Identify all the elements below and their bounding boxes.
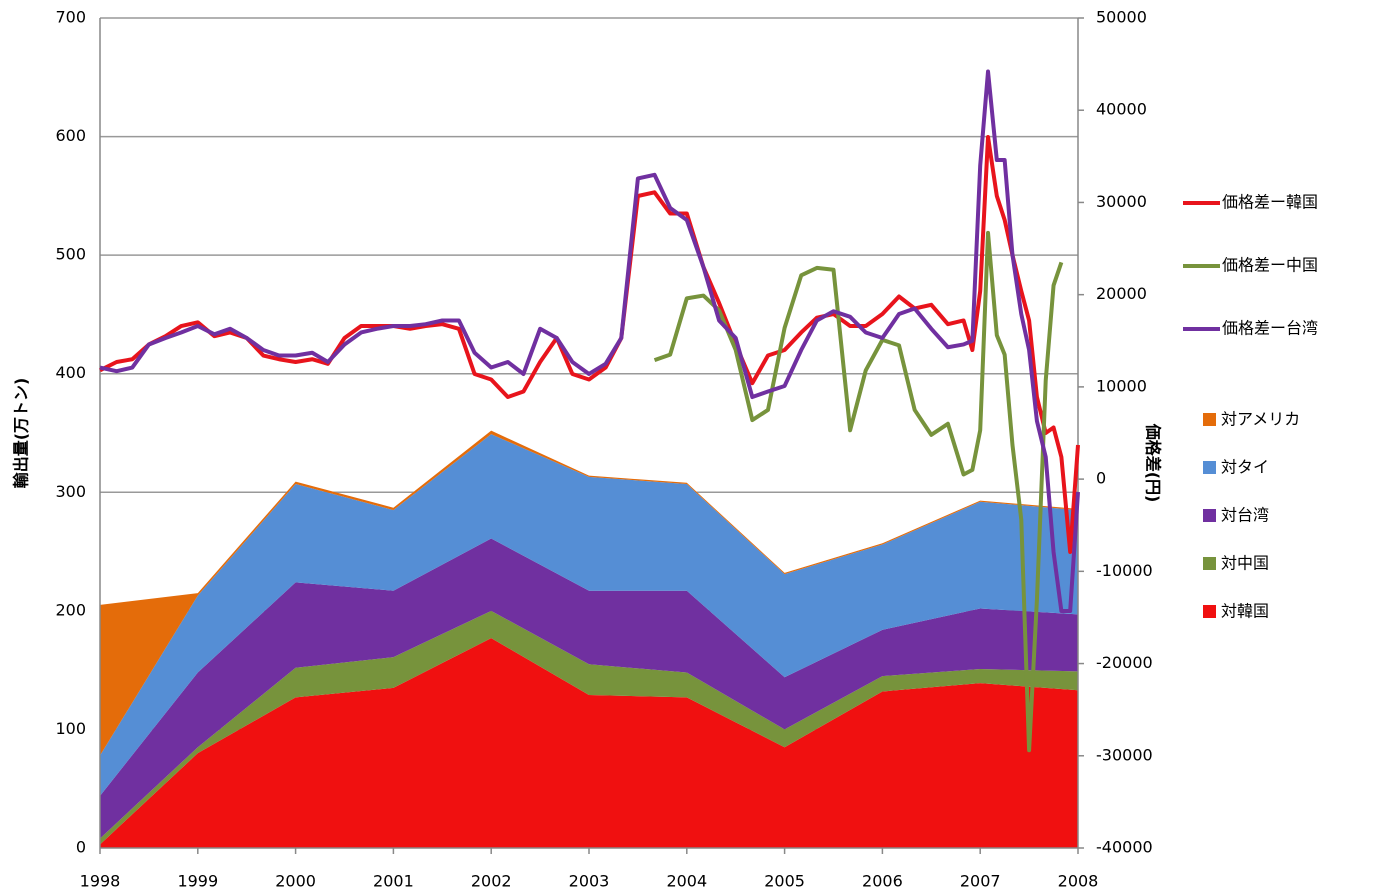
legend-swatch bbox=[1203, 605, 1216, 618]
x-tick-label: 2001 bbox=[373, 872, 414, 891]
y2-tick-label: -20000 bbox=[1096, 653, 1153, 672]
y2-tick-label: 10000 bbox=[1096, 376, 1147, 395]
legend-swatch bbox=[1203, 509, 1216, 522]
y-tick-label: 400 bbox=[55, 363, 86, 382]
legend-label: 価格差ー台湾 bbox=[1222, 319, 1318, 338]
legend-swatch bbox=[1203, 557, 1216, 570]
y-tick-label: 100 bbox=[55, 719, 86, 738]
line bbox=[653, 230, 1064, 753]
legend-label: 対台湾 bbox=[1221, 506, 1269, 525]
legend-label: 対タイ bbox=[1221, 458, 1269, 477]
y-tick-label: 500 bbox=[55, 245, 86, 264]
line bbox=[99, 134, 1080, 554]
x-tick-label: 2007 bbox=[960, 872, 1001, 891]
legend-swatch bbox=[1203, 461, 1216, 474]
y2-tick-label: 20000 bbox=[1096, 284, 1147, 303]
y2-tick-label: 40000 bbox=[1096, 100, 1147, 119]
y2-axis-label: 価格差(円) bbox=[1144, 423, 1163, 503]
legend-swatch bbox=[1203, 413, 1216, 426]
line bbox=[99, 69, 1080, 613]
x-tick-label: 2002 bbox=[471, 872, 512, 891]
y2-tick-label: -10000 bbox=[1096, 561, 1153, 580]
legend-label: 対中国 bbox=[1221, 554, 1269, 573]
x-tick-label: 1998 bbox=[80, 872, 121, 891]
x-tick-label: 2005 bbox=[764, 872, 805, 891]
y-axis-label: 輸出量(万トン) bbox=[12, 378, 31, 489]
area bbox=[100, 434, 1078, 796]
legend-label: 対韓国 bbox=[1221, 602, 1269, 621]
y2-tick-label: -40000 bbox=[1096, 838, 1153, 857]
x-tick-label: 2003 bbox=[569, 872, 610, 891]
area bbox=[100, 638, 1078, 848]
x-tick-label: 2004 bbox=[666, 872, 707, 891]
y-tick-label: 700 bbox=[55, 8, 86, 27]
y2-tick-label: 30000 bbox=[1096, 192, 1147, 211]
legend-label: 対アメリカ bbox=[1221, 410, 1300, 429]
y-tick-label: 200 bbox=[55, 600, 86, 619]
y-tick-label: 600 bbox=[55, 126, 86, 145]
legend-label: 価格差ー中国 bbox=[1222, 256, 1318, 275]
legend-label: 価格差ー韓国 bbox=[1222, 193, 1318, 212]
y2-tick-label: 50000 bbox=[1096, 8, 1147, 27]
y2-tick-label: 0 bbox=[1096, 469, 1106, 488]
x-tick-label: 2006 bbox=[862, 872, 903, 891]
area bbox=[100, 538, 1078, 839]
x-tick-label: 1999 bbox=[177, 872, 218, 891]
y2-tick-label: -30000 bbox=[1096, 745, 1153, 764]
x-tick-label: 2008 bbox=[1058, 872, 1099, 891]
x-tick-label: 2000 bbox=[275, 872, 316, 891]
y-tick-label: 0 bbox=[76, 838, 86, 857]
y-tick-label: 300 bbox=[55, 482, 86, 501]
area bbox=[100, 610, 1078, 845]
